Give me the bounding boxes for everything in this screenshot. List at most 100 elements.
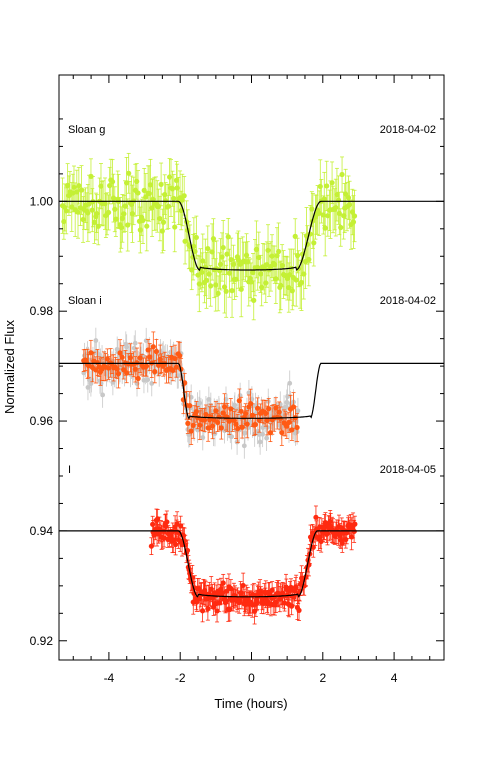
data-point <box>197 422 203 428</box>
data-point <box>188 428 194 434</box>
model-curves <box>59 200 444 598</box>
data-point <box>152 369 158 375</box>
data-point <box>215 290 221 296</box>
data-point <box>105 365 112 371</box>
data-point <box>276 409 282 415</box>
data-point <box>112 206 118 212</box>
data-point <box>243 252 250 258</box>
data-point <box>263 410 269 416</box>
data-point <box>229 288 235 294</box>
data-point <box>306 256 312 263</box>
data-point <box>273 405 279 411</box>
data-point <box>156 203 162 210</box>
data-point <box>311 240 317 246</box>
data-point <box>187 403 193 409</box>
data-point <box>245 259 251 265</box>
data-point <box>218 425 224 431</box>
data-point <box>310 544 316 550</box>
y-tick-label: 0.98 <box>30 304 54 318</box>
data-point <box>199 269 205 275</box>
data-point <box>137 355 143 361</box>
raw-point <box>93 338 99 343</box>
data-point <box>292 233 298 239</box>
data-point <box>126 170 132 176</box>
x-tick-label: -4 <box>104 671 115 685</box>
data-point <box>339 171 345 178</box>
raw-point <box>241 443 247 449</box>
panel-2-points <box>81 327 301 459</box>
data-point <box>208 283 214 289</box>
panel-1-date-label: 2018-04-02 <box>380 124 436 136</box>
data-point <box>113 216 119 222</box>
data-point <box>350 219 357 225</box>
data-point <box>327 518 333 525</box>
data-point <box>95 223 101 229</box>
data-point <box>238 408 244 414</box>
data-point <box>125 222 131 228</box>
data-point <box>105 209 112 216</box>
data-point <box>235 425 241 432</box>
x-tick-label: 4 <box>391 671 398 685</box>
data-marks <box>59 152 358 625</box>
data-point <box>224 251 230 257</box>
data-point <box>199 608 206 614</box>
data-point <box>322 225 328 231</box>
data-point <box>173 177 180 183</box>
data-point <box>134 360 140 366</box>
raw-point <box>264 435 270 441</box>
data-point <box>181 193 187 199</box>
data-point <box>65 182 71 188</box>
data-point <box>294 424 300 431</box>
data-point <box>346 202 353 208</box>
data-point <box>265 247 271 253</box>
data-point <box>338 224 344 231</box>
data-point <box>239 424 245 430</box>
panel-1-points <box>59 152 358 321</box>
data-point <box>162 192 168 198</box>
data-point <box>104 356 110 362</box>
data-point <box>296 607 302 613</box>
axis-ticks: -4 -2 0 2 4 0.92 0.94 0.96 0.98 1.00 <box>30 75 444 685</box>
data-point <box>159 228 165 234</box>
y-tick-label: 1.00 <box>30 194 54 208</box>
data-point <box>196 586 202 592</box>
data-point <box>63 208 69 214</box>
data-point <box>144 223 150 229</box>
data-point <box>148 543 155 549</box>
y-tick-label: 0.96 <box>30 414 54 428</box>
data-point <box>86 201 92 207</box>
data-point <box>272 262 278 268</box>
data-point <box>269 587 275 593</box>
data-point <box>250 269 256 276</box>
data-point <box>345 195 352 201</box>
data-point <box>205 245 211 252</box>
data-point <box>352 521 358 527</box>
data-point <box>235 257 241 263</box>
data-point <box>172 224 178 230</box>
data-point <box>149 205 155 211</box>
panel-3-points <box>148 505 358 625</box>
raw-point <box>257 439 263 445</box>
data-point <box>279 429 285 436</box>
data-point <box>109 179 116 185</box>
data-point <box>185 420 191 426</box>
data-point <box>219 254 225 260</box>
data-point <box>160 219 167 225</box>
x-tick-label: 2 <box>319 671 326 685</box>
data-point <box>75 209 81 215</box>
data-point <box>252 421 259 428</box>
data-point <box>255 264 261 271</box>
data-point <box>259 284 265 290</box>
data-point <box>196 281 202 287</box>
panel-3-filter-label: I <box>68 464 71 476</box>
x-axis-title: Time (hours) <box>214 696 287 711</box>
raw-point <box>242 430 248 436</box>
y-tick-label: 0.94 <box>30 524 54 538</box>
data-point <box>230 261 237 267</box>
raw-point <box>132 340 138 346</box>
data-point <box>193 234 199 241</box>
data-point <box>153 348 160 355</box>
data-point <box>213 282 219 288</box>
data-point <box>263 280 269 286</box>
panel-3-date-label: 2018-04-05 <box>380 464 436 476</box>
